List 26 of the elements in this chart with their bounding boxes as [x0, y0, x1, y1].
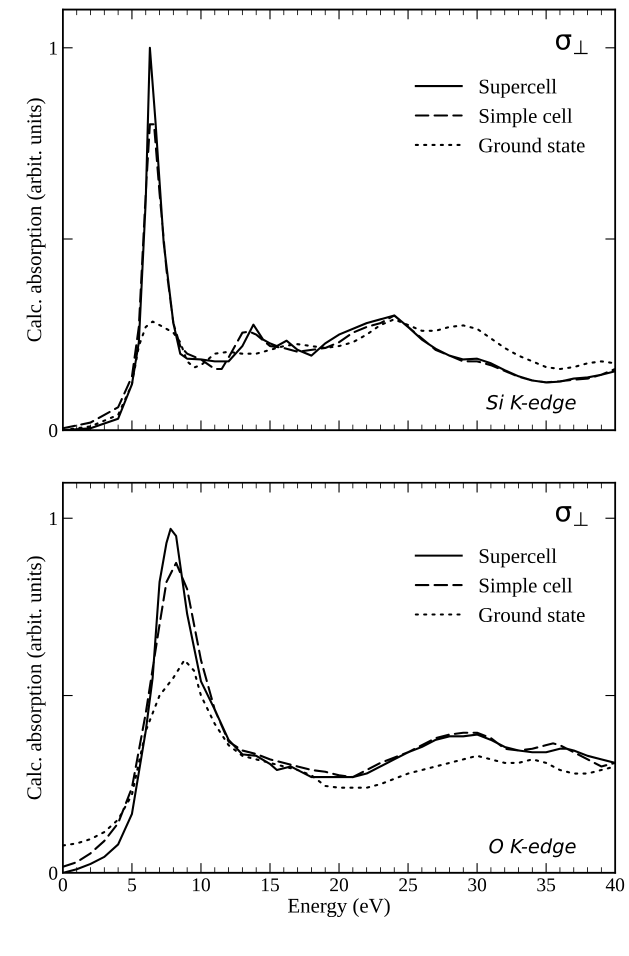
- legend-label: Ground state: [479, 138, 585, 152]
- y-tick-label: 1: [50, 512, 57, 525]
- x-tick-label: 10: [192, 878, 210, 892]
- legend-label: Simple cell: [480, 578, 572, 597]
- annotation: σ$_{⊥}$: [556, 506, 588, 526]
- legend-label: Simple cell: [480, 108, 572, 128]
- x-tick-label: 5: [128, 878, 136, 892]
- x-tick-label: 35: [537, 878, 556, 892]
- legend-label: Ground state: [479, 607, 585, 622]
- y-tick-label: 0: [49, 866, 58, 880]
- y-axis-title: Calc. absorption (arbit. units): [26, 556, 46, 800]
- x-tick-label: 40: [606, 878, 624, 892]
- x-tick-label: 0: [58, 878, 68, 892]
- annotation: Si K-edge: [486, 394, 576, 414]
- legend-label: Supercell: [480, 548, 557, 568]
- x-tick-label: 30: [468, 878, 486, 892]
- x-axis-title: Energy (eV): [288, 898, 390, 918]
- y-tick-label: 1: [50, 42, 57, 55]
- x-tick-label: 15: [262, 878, 279, 892]
- x-tick-label: 20: [330, 878, 348, 892]
- x-tick-label: 25: [399, 878, 418, 892]
- y-tick-label: 0: [49, 424, 58, 438]
- annotation: σ$_{⊥}$: [556, 34, 588, 54]
- annotation: O K-edge: [489, 838, 576, 858]
- legend-label: Supercell: [480, 78, 557, 98]
- y-axis-title: Calc. absorption (arbit. units): [26, 98, 46, 342]
